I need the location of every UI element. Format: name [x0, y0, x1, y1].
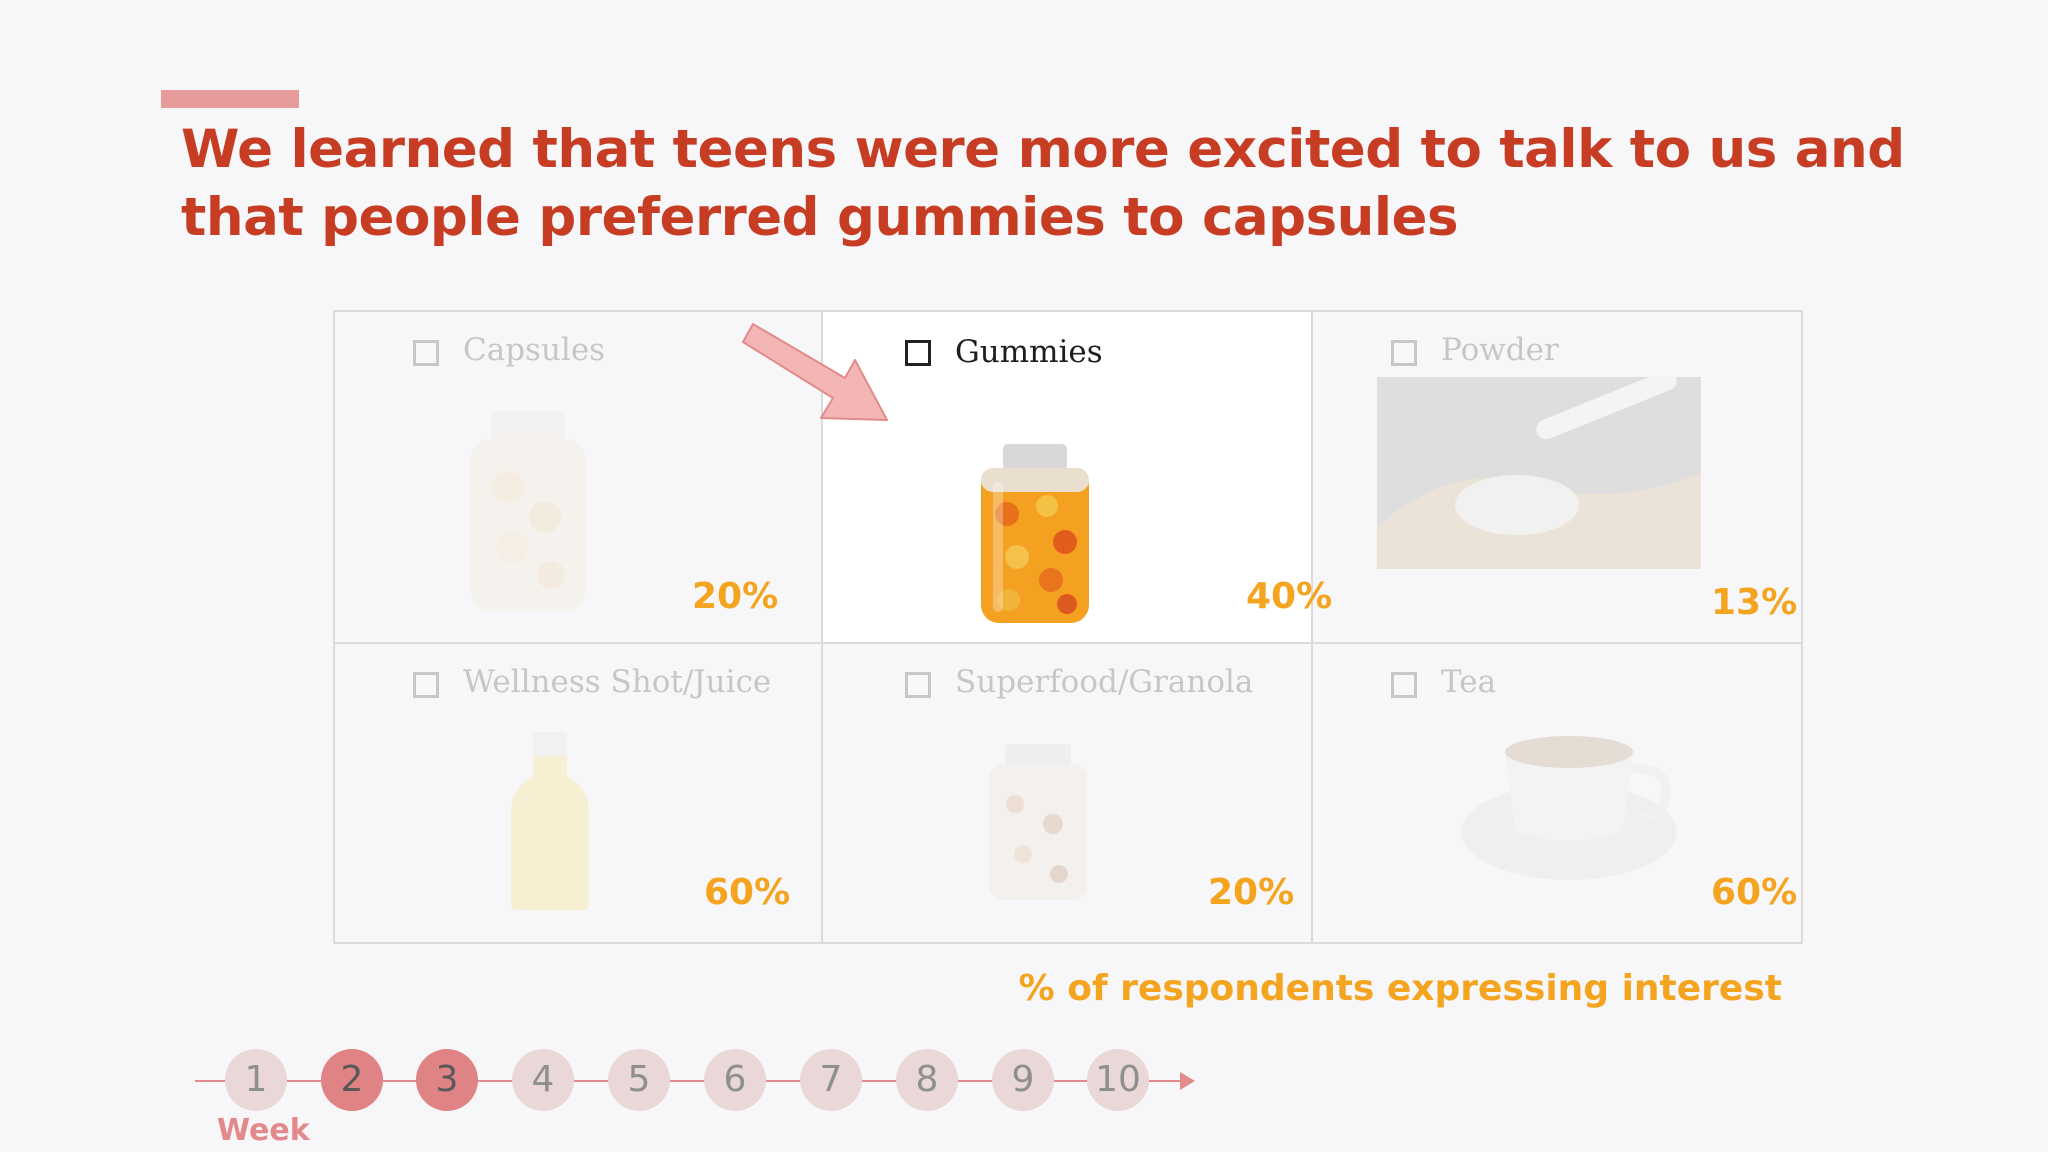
- week-4-dot: 4: [512, 1049, 574, 1111]
- wellness-shot-checkbox[interactable]: [413, 672, 439, 698]
- week-label: Week: [217, 1113, 310, 1148]
- gummies-checkbox[interactable]: [905, 340, 931, 366]
- capsules-percent: 20%: [692, 576, 779, 617]
- wellness-shot-percent: 60%: [704, 872, 791, 913]
- superfood-granola-percent: 20%: [1208, 872, 1295, 913]
- gummies-percent: 40%: [1246, 576, 1333, 617]
- powder-label: Powder: [1441, 332, 1559, 368]
- capsules-checkbox[interactable]: [413, 340, 439, 366]
- superfood-granola-label: Superfood/Granola: [955, 664, 1254, 700]
- option-capsules: Capsules 20%: [335, 312, 823, 644]
- week-5-dot: 5: [608, 1049, 670, 1111]
- option-tea: Tea 60%: [1313, 644, 1801, 944]
- chart-footnote: % of respondents expressing interest: [1018, 968, 1782, 1009]
- option-powder: Powder 13%: [1313, 312, 1801, 644]
- week-8-dot: 8: [896, 1049, 958, 1111]
- gummies-label: Gummies: [955, 334, 1103, 370]
- timeline-arrow-icon: [1180, 1072, 1195, 1090]
- week-10-dot: 10: [1087, 1049, 1149, 1111]
- option-gummies: Gummies 40%: [823, 312, 1332, 644]
- survey-options-grid: Capsules 20% Gummies: [333, 310, 1803, 944]
- tea-label: Tea: [1441, 664, 1497, 700]
- week-2-dot: 2: [321, 1049, 383, 1111]
- week-3-dot: 3: [416, 1049, 478, 1111]
- capsules-bottle-image: [471, 411, 585, 611]
- tea-cup-image: [1461, 736, 1677, 880]
- week-9-dot: 9: [992, 1049, 1054, 1111]
- powder-scoop-image: [1377, 377, 1701, 569]
- gummies-jar-image: [981, 444, 1089, 623]
- option-wellness-shot: Wellness Shot/Juice 60%: [335, 644, 823, 944]
- wellness-shot-label: Wellness Shot/Juice: [463, 664, 772, 700]
- powder-percent: 13%: [1711, 582, 1798, 623]
- powder-checkbox[interactable]: [1391, 340, 1417, 366]
- highlight-arrow-icon: [742, 323, 888, 421]
- option-superfood-granola: Superfood/Granola 20%: [823, 644, 1313, 944]
- capsules-label: Capsules: [463, 332, 606, 368]
- superfood-granola-checkbox[interactable]: [905, 672, 931, 698]
- page-title-line-1: We learned that teens were more excited …: [181, 119, 1905, 180]
- page-title-line-2: that people preferred gummies to capsule…: [181, 187, 1459, 248]
- timeline-line: [195, 1080, 1185, 1082]
- granola-jar-image: [989, 744, 1087, 900]
- page-title: We learned that teens were more excited …: [181, 116, 1905, 252]
- week-1-dot: 1: [225, 1049, 287, 1111]
- week-7-dot: 7: [800, 1049, 862, 1111]
- accent-bar: [161, 90, 299, 108]
- tea-checkbox[interactable]: [1391, 672, 1417, 698]
- week-6-dot: 6: [704, 1049, 766, 1111]
- tea-percent: 60%: [1711, 872, 1798, 913]
- wellness-shot-bottle-image: [511, 732, 589, 910]
